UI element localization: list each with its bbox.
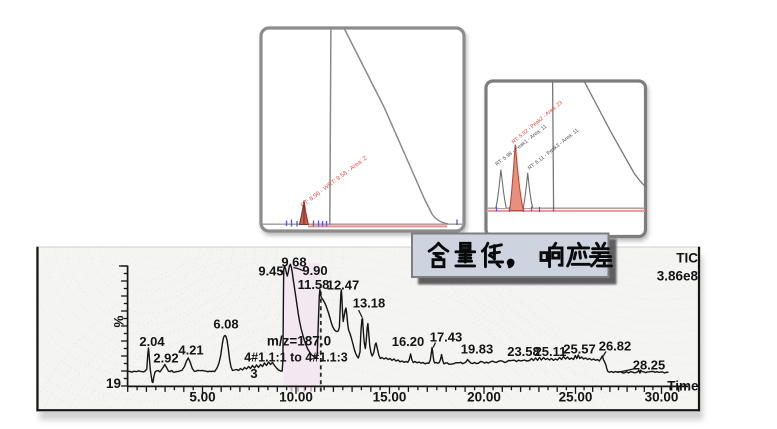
svg-text:10.00: 10.00 — [279, 390, 313, 405]
svg-text:12.47: 12.47 — [327, 278, 360, 293]
svg-text:TIC: TIC — [676, 251, 698, 266]
svg-text:25.57: 25.57 — [563, 342, 596, 357]
svg-text:2.92: 2.92 — [153, 351, 178, 366]
svg-text:11.58: 11.58 — [298, 277, 330, 292]
svg-text:25.11: 25.11 — [535, 344, 567, 359]
svg-text:26.82: 26.82 — [599, 339, 632, 354]
svg-text:3.86e8: 3.86e8 — [657, 269, 699, 284]
svg-text:%: % — [112, 315, 127, 327]
svg-text:Time: Time — [667, 379, 699, 394]
svg-text:16.20: 16.20 — [392, 334, 425, 349]
svg-text:13.18: 13.18 — [353, 296, 386, 311]
svg-text:9.45: 9.45 — [258, 264, 283, 279]
svg-text:30.00: 30.00 — [645, 390, 679, 405]
svg-text:4#1.1:1 to 4#1.1:3: 4#1.1:1 to 4#1.1:3 — [244, 351, 348, 365]
svg-text:28.25: 28.25 — [633, 358, 666, 373]
svg-text:20.00: 20.00 — [467, 390, 501, 405]
svg-text:25.00: 25.00 — [559, 390, 593, 405]
svg-text:5.00: 5.00 — [189, 390, 215, 405]
svg-text:15.00: 15.00 — [373, 390, 407, 405]
svg-text:m/z=187.0: m/z=187.0 — [267, 334, 331, 349]
svg-text:17.43: 17.43 — [430, 330, 463, 345]
svg-text:4.21: 4.21 — [178, 343, 203, 358]
svg-text:6.08: 6.08 — [213, 317, 238, 332]
svg-text:9.90: 9.90 — [302, 263, 327, 278]
svg-text:9.68: 9.68 — [281, 255, 306, 270]
svg-text:23.58: 23.58 — [507, 344, 540, 359]
svg-text:2.04: 2.04 — [139, 334, 165, 349]
svg-text:3: 3 — [250, 366, 257, 381]
svg-text:19.83: 19.83 — [461, 342, 494, 357]
svg-text:19: 19 — [106, 376, 121, 391]
